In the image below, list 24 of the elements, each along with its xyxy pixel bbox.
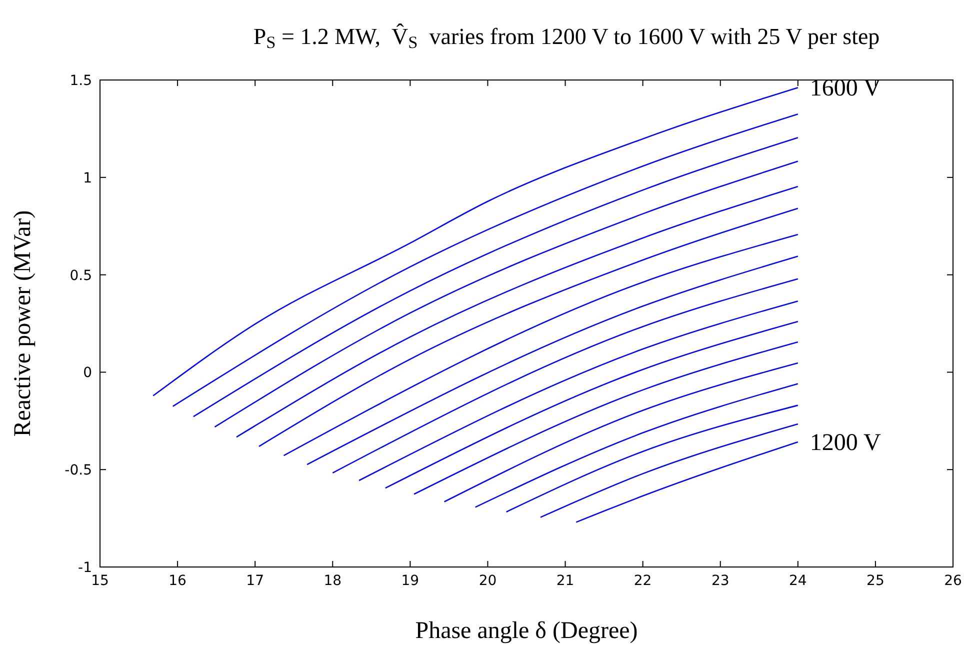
x-tick-label: 17 — [246, 573, 264, 589]
x-tick-label: 22 — [634, 573, 652, 589]
y-tick-label: 1 — [83, 170, 92, 186]
x-tick-label: 16 — [168, 573, 187, 589]
x-tick-label: 19 — [401, 573, 420, 589]
y-tick-label: -1 — [78, 560, 92, 576]
x-tick-label: 15 — [91, 573, 109, 589]
line-series — [258, 208, 799, 448]
annotation: 1200 V — [810, 430, 882, 456]
y-tick-label: 1.5 — [70, 73, 92, 89]
x-tick-label: 26 — [944, 573, 962, 589]
y-axis-title: Reactive power (MVar) — [10, 210, 36, 437]
y-tick-label: -0.5 — [64, 462, 92, 479]
x-tick-label: 25 — [866, 573, 884, 589]
line-series — [236, 186, 799, 438]
x-tick-label: 20 — [478, 573, 497, 589]
y-tick-label: 0.5 — [70, 268, 92, 284]
x-tick-label: 24 — [788, 573, 807, 589]
y-tick-label: 0 — [83, 365, 92, 382]
x-tick-label: 18 — [324, 573, 342, 589]
x-axis-title: Phase angle δ (Degree) — [415, 618, 638, 644]
x-tick-label: 21 — [556, 573, 574, 589]
chart-title: P$_{S}$ = 1.2 MW, V̂$_{S}$ varies from 1200 V to 1600 V with 25 V per step — [253, 24, 880, 52]
x-tick-label: 23 — [711, 573, 730, 589]
